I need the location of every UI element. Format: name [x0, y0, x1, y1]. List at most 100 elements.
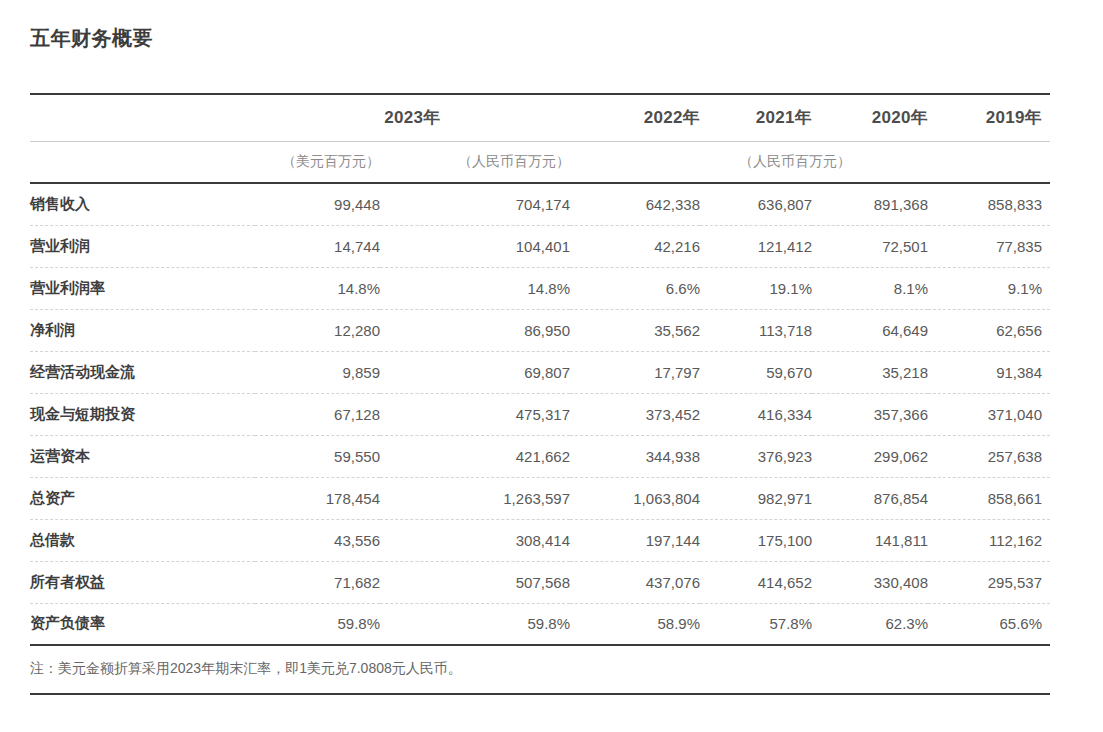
- row-label: 运营资本: [30, 435, 255, 477]
- cell-value: 86,950: [380, 309, 570, 351]
- cell-value: 77,835: [928, 225, 1050, 267]
- table-row-net-profit: 净利润 12,280 86,950 35,562 113,718 64,649 …: [30, 309, 1050, 351]
- cell-value: 121,412: [700, 225, 812, 267]
- cell-value: 1,063,804: [570, 477, 700, 519]
- cell-value: 57.8%: [700, 603, 812, 645]
- table-row-cash-short-term-investments: 现金与短期投资 67,128 475,317 373,452 416,334 3…: [30, 393, 1050, 435]
- row-label: 营业利润率: [30, 267, 255, 309]
- cell-value: 62,656: [928, 309, 1050, 351]
- cell-value: 858,661: [928, 477, 1050, 519]
- table-row-total-borrowings: 总借款 43,556 308,414 197,144 175,100 141,8…: [30, 519, 1050, 561]
- cell-value: 257,638: [928, 435, 1050, 477]
- cell-value: 197,144: [570, 519, 700, 561]
- cell-value: 59.8%: [380, 603, 570, 645]
- cell-value: 8.1%: [812, 267, 928, 309]
- unit-header-usd-2023: （美元百万元）: [255, 141, 380, 183]
- cell-value: 357,366: [812, 393, 928, 435]
- cell-value: 58.9%: [570, 603, 700, 645]
- cell-value: 421,662: [380, 435, 570, 477]
- row-label: 经营活动现金流: [30, 351, 255, 393]
- unit-header-empty: [30, 141, 255, 183]
- cell-value: 178,454: [255, 477, 380, 519]
- table-body: 销售收入 99,448 704,174 642,338 636,807 891,…: [30, 183, 1050, 645]
- cell-value: 6.6%: [570, 267, 700, 309]
- cell-value: 299,062: [812, 435, 928, 477]
- year-header-row: 2023年 2022年 2021年 2020年 2019年: [30, 94, 1050, 141]
- row-label: 现金与短期投资: [30, 393, 255, 435]
- table-row-total-assets: 总资产 178,454 1,263,597 1,063,804 982,971 …: [30, 477, 1050, 519]
- cell-value: 35,562: [570, 309, 700, 351]
- cell-value: 42,216: [570, 225, 700, 267]
- cell-value: 35,218: [812, 351, 928, 393]
- table-header: 2023年 2022年 2021年 2020年 2019年 （美元百万元） （人…: [30, 94, 1050, 183]
- year-header-2023: 2023年: [255, 94, 570, 141]
- cell-value: 330,408: [812, 561, 928, 603]
- unit-header-rmb-2023: （人民币百万元）: [380, 141, 570, 183]
- cell-value: 71,682: [255, 561, 380, 603]
- table-row-working-capital: 运营资本 59,550 421,662 344,938 376,923 299,…: [30, 435, 1050, 477]
- row-label: 净利润: [30, 309, 255, 351]
- cell-value: 14,744: [255, 225, 380, 267]
- page-title: 五年财务概要: [30, 24, 1103, 52]
- year-header-2019: 2019年: [928, 94, 1050, 141]
- cell-value: 14.8%: [255, 267, 380, 309]
- cell-value: 308,414: [380, 519, 570, 561]
- cell-value: 982,971: [700, 477, 812, 519]
- cell-value: 475,317: [380, 393, 570, 435]
- cell-value: 67,128: [255, 393, 380, 435]
- cell-value: 373,452: [570, 393, 700, 435]
- cell-value: 858,833: [928, 183, 1050, 225]
- year-header-empty: [30, 94, 255, 141]
- table-row-revenue: 销售收入 99,448 704,174 642,338 636,807 891,…: [30, 183, 1050, 225]
- row-label: 总借款: [30, 519, 255, 561]
- cell-value: 295,537: [928, 561, 1050, 603]
- cell-value: 876,854: [812, 477, 928, 519]
- row-label: 资产负债率: [30, 603, 255, 645]
- cell-value: 72,501: [812, 225, 928, 267]
- cell-value: 112,162: [928, 519, 1050, 561]
- cell-value: 344,938: [570, 435, 700, 477]
- table-row-operating-cash-flow: 经营活动现金流 9,859 69,807 17,797 59,670 35,21…: [30, 351, 1050, 393]
- cell-value: 704,174: [380, 183, 570, 225]
- cell-value: 99,448: [255, 183, 380, 225]
- year-header-2020: 2020年: [812, 94, 928, 141]
- cell-value: 141,811: [812, 519, 928, 561]
- row-label: 总资产: [30, 477, 255, 519]
- year-header-2021: 2021年: [700, 94, 812, 141]
- cell-value: 19.1%: [700, 267, 812, 309]
- table-row-debt-ratio: 资产负债率 59.8% 59.8% 58.9% 57.8% 62.3% 65.6…: [30, 603, 1050, 645]
- cell-value: 65.6%: [928, 603, 1050, 645]
- cell-value: 62.3%: [812, 603, 928, 645]
- cell-value: 891,368: [812, 183, 928, 225]
- financial-summary-page: 五年财务概要 2023年 2022年 2021年 2020年 2019年 （美元…: [0, 0, 1103, 695]
- unit-header-row: （美元百万元） （人民币百万元） （人民币百万元）: [30, 141, 1050, 183]
- cell-value: 59,550: [255, 435, 380, 477]
- row-label: 所有者权益: [30, 561, 255, 603]
- cell-value: 642,338: [570, 183, 700, 225]
- cell-value: 414,652: [700, 561, 812, 603]
- cell-value: 14.8%: [380, 267, 570, 309]
- row-label: 销售收入: [30, 183, 255, 225]
- cell-value: 636,807: [700, 183, 812, 225]
- five-year-financial-table: 2023年 2022年 2021年 2020年 2019年 （美元百万元） （人…: [30, 93, 1050, 646]
- cell-value: 59.8%: [255, 603, 380, 645]
- cell-value: 59,670: [700, 351, 812, 393]
- cell-value: 12,280: [255, 309, 380, 351]
- cell-value: 43,556: [255, 519, 380, 561]
- table-row-operating-margin: 营业利润率 14.8% 14.8% 6.6% 19.1% 8.1% 9.1%: [30, 267, 1050, 309]
- unit-header-rmb-prior-years: （人民币百万元）: [570, 141, 1050, 183]
- cell-value: 507,568: [380, 561, 570, 603]
- cell-value: 9,859: [255, 351, 380, 393]
- cell-value: 175,100: [700, 519, 812, 561]
- cell-value: 64,649: [812, 309, 928, 351]
- cell-value: 371,040: [928, 393, 1050, 435]
- cell-value: 437,076: [570, 561, 700, 603]
- cell-value: 1,263,597: [380, 477, 570, 519]
- cell-value: 69,807: [380, 351, 570, 393]
- table-row-owners-equity: 所有者权益 71,682 507,568 437,076 414,652 330…: [30, 561, 1050, 603]
- cell-value: 104,401: [380, 225, 570, 267]
- cell-value: 113,718: [700, 309, 812, 351]
- cell-value: 376,923: [700, 435, 812, 477]
- cell-value: 9.1%: [928, 267, 1050, 309]
- footnote: 注：美元金额折算采用2023年期末汇率，即1美元兑7.0808元人民币。: [30, 646, 1050, 695]
